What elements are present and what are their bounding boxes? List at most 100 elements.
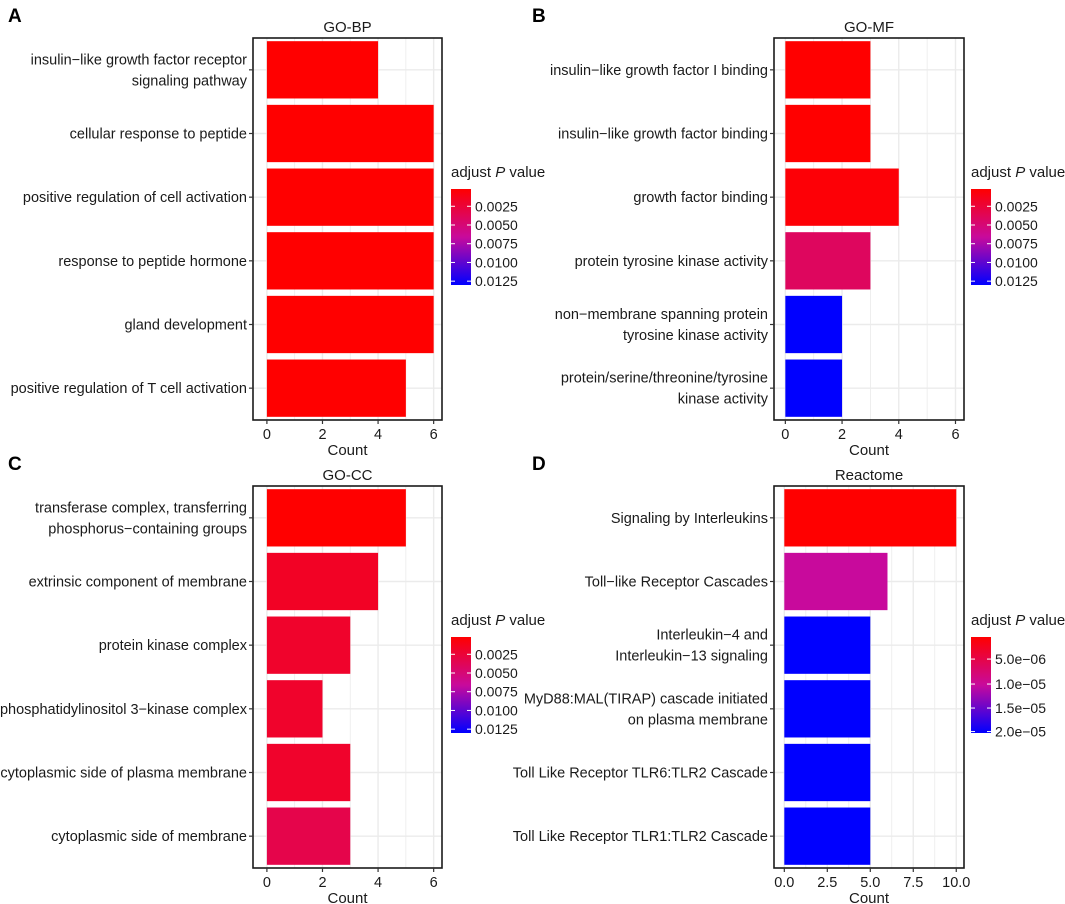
legend-label: 0.0125 <box>475 273 518 289</box>
legend-colorbar <box>971 637 991 733</box>
panel-letter: D <box>532 454 546 475</box>
category-label: Interleukin−4 and <box>656 628 768 644</box>
bar <box>784 743 871 802</box>
legend-label: 0.0075 <box>995 236 1038 252</box>
bar <box>266 168 434 226</box>
category-label: response to peptide hormone <box>58 254 247 270</box>
panel-letter: C <box>8 454 22 475</box>
panel-a: A GO-BP insulin−like growth factor recepto… <box>8 6 545 459</box>
category-label: tyrosine kinase activity <box>623 328 769 344</box>
bar <box>266 295 434 354</box>
x-tick-label: 0 <box>263 875 271 891</box>
category-label: insulin−like growth factor binding <box>558 127 768 143</box>
legend-label: 0.0050 <box>995 217 1038 233</box>
panel-title: GO-BP <box>323 19 371 36</box>
bar <box>785 104 871 163</box>
legend-label: 0.0100 <box>475 702 518 718</box>
legend-label: 0.0075 <box>475 236 518 252</box>
category-label: growth factor binding <box>633 190 768 206</box>
category-label: Toll Like Receptor TLR1:TLR2 Cascade <box>513 829 768 845</box>
category-label: cytoplasmic side of membrane <box>51 829 247 845</box>
bar <box>784 489 957 547</box>
legend-title: adjust P value <box>451 612 545 629</box>
bar <box>266 232 434 290</box>
legend-label: 0.0100 <box>995 254 1038 270</box>
bar <box>266 743 351 802</box>
category-label: Signaling by Interleukins <box>611 511 768 527</box>
legend-label: 0.0075 <box>475 684 518 700</box>
x-tick-label: 10.0 <box>942 875 970 891</box>
x-tick-label: 2 <box>318 875 326 891</box>
x-tick-label: 6 <box>951 427 959 443</box>
x-tick-label: 2 <box>318 427 326 443</box>
category-label: protein/serine/threonine/tyrosine <box>561 371 768 387</box>
category-label: protein kinase complex <box>99 638 248 654</box>
legend-label: 0.0050 <box>475 217 518 233</box>
category-label: positive regulation of cell activation <box>23 190 247 206</box>
x-tick-label: 6 <box>430 875 438 891</box>
panel-frame <box>252 37 443 421</box>
bar <box>784 616 871 674</box>
bar <box>785 232 871 290</box>
bar <box>784 552 888 611</box>
legend-label: 0.0125 <box>995 273 1038 289</box>
legend-label: 5.0e−06 <box>995 651 1046 667</box>
category-label: transferase complex, transferring <box>35 500 247 516</box>
category-label: phosphatidylinositol 3−kinase complex <box>0 702 248 718</box>
legend-label: 2.0e−05 <box>995 724 1046 740</box>
category-label: Toll Like Receptor TLR6:TLR2 Cascade <box>513 766 768 782</box>
x-tick-label: 7.5 <box>903 875 923 891</box>
legend-label: 1.5e−05 <box>995 700 1046 716</box>
category-label: signaling pathway <box>132 73 248 89</box>
bar <box>785 168 899 226</box>
legend-label: 0.0100 <box>475 254 518 270</box>
category-label: kinase activity <box>678 392 769 408</box>
category-label: non−membrane spanning protein <box>555 307 768 323</box>
category-label: positive regulation of T cell activation <box>11 381 247 397</box>
x-tick-label: 2.5 <box>817 875 837 891</box>
x-tick-label: 4 <box>895 427 903 443</box>
x-tick-label: 0.0 <box>774 875 794 891</box>
legend-label: 0.0125 <box>475 721 518 737</box>
category-label: insulin−like growth factor I binding <box>550 63 768 79</box>
bar <box>784 807 871 865</box>
bar <box>785 41 871 99</box>
legend-title: adjust P value <box>971 164 1065 181</box>
legend-title: adjust P value <box>451 164 545 181</box>
panel-frame <box>773 37 965 421</box>
x-tick-label: 0 <box>781 427 789 443</box>
legend-colorbar <box>451 189 471 285</box>
panel-letter: B <box>532 6 546 27</box>
panel-c: C GO-CC transferase complex, transferring p… <box>0 454 545 904</box>
x-tick-label: 5.0 <box>860 875 880 891</box>
bar <box>266 616 351 674</box>
legend-label: 0.0025 <box>995 198 1038 214</box>
bar <box>266 489 406 547</box>
bar <box>266 807 351 865</box>
x-axis-label: Count <box>327 890 368 904</box>
category-label: MyD88:MAL(TIRAP) cascade initiated <box>524 691 768 707</box>
x-tick-label: 4 <box>374 427 382 443</box>
x-tick-label: 6 <box>430 427 438 443</box>
category-label: cytoplasmic side of plasma membrane <box>0 766 247 782</box>
x-axis-label: Count <box>327 442 368 459</box>
panel-d: D Reactome Signaling by Interleukins Toll−l… <box>513 454 1065 904</box>
panel-title: Reactome <box>835 467 903 484</box>
category-label: phosphorus−containing groups <box>48 521 247 537</box>
category-label: extrinsic component of membrane <box>29 575 247 591</box>
legend-title: adjust P value <box>971 612 1065 629</box>
bar <box>266 680 323 738</box>
x-tick-label: 2 <box>838 427 846 443</box>
category-label: protein tyrosine kinase activity <box>575 254 769 270</box>
category-label: on plasma membrane <box>628 712 768 728</box>
legend-label: 0.0025 <box>475 646 518 662</box>
category-label: cellular response to peptide <box>70 127 247 143</box>
panel-letter: A <box>8 6 22 27</box>
x-axis-label: Count <box>849 442 890 459</box>
legend-label: 0.0050 <box>475 665 518 681</box>
category-label: gland development <box>124 318 247 334</box>
legend-colorbar <box>971 189 991 285</box>
category-label: Toll−like Receptor Cascades <box>585 575 768 591</box>
panel-frame <box>252 485 443 869</box>
